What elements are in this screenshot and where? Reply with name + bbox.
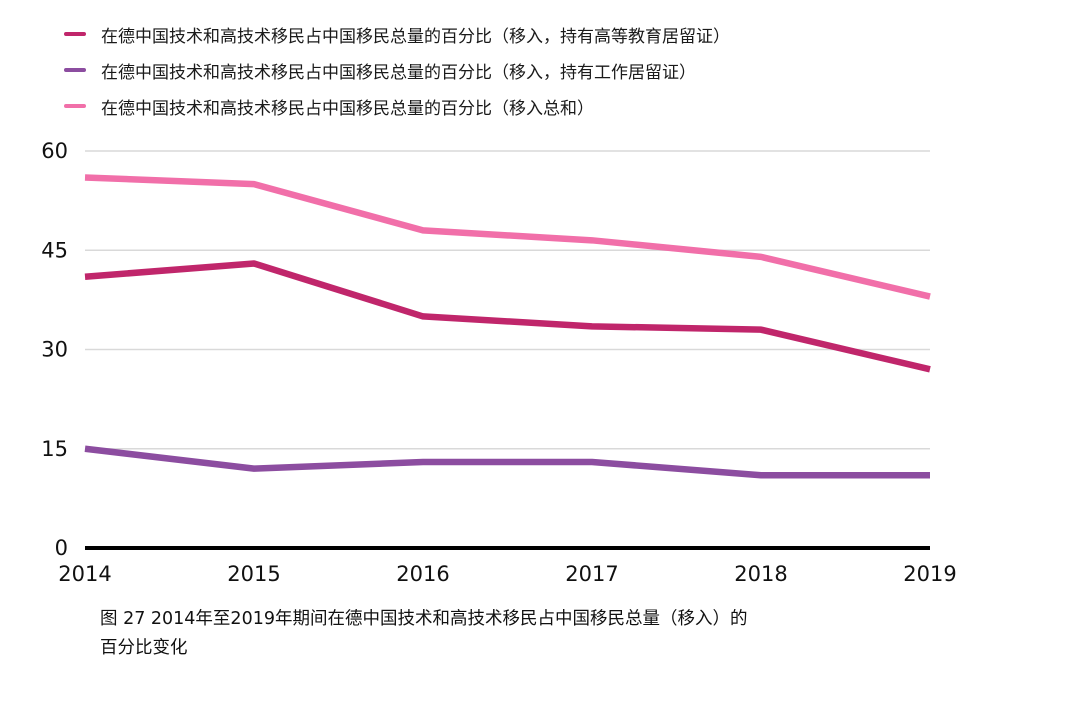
legend-swatch (64, 68, 86, 72)
y-tick-label: 30 (41, 338, 68, 362)
x-tick-label: 2014 (58, 562, 111, 586)
chart-caption: 图 27 2014年至2019年期间在德中国技术和高技术移民占中国移民总量（移入… (100, 609, 748, 658)
chart-canvas: 0 15 30 45 60 2014 2015 2016 2017 2018 2019 (41, 139, 956, 586)
legend-swatch (64, 32, 86, 36)
x-tick-label: 2017 (565, 562, 618, 586)
y-tick-label: 60 (41, 139, 68, 163)
legend-item-1: 在德中国技术和高技术移民占中国移民总量的百分比（移入，持有工作居留证） (64, 52, 1080, 88)
series-line-1 (84, 445, 930, 479)
legend-label: 在德中国技术和高技术移民占中国移民总量的百分比（移入，持有工作居留证） (101, 62, 696, 83)
x-tick-label: 2019 (903, 562, 956, 586)
y-tick-label: 0 (55, 536, 68, 560)
x-tick-label: 2018 (734, 562, 787, 586)
legend-swatch (64, 104, 86, 108)
legend-label: 在德中国技术和高技术移民占中国移民总量的百分比（移入总和） (101, 98, 594, 119)
legend-label: 在德中国技术和高技术移民占中国移民总量的百分比（移入，持有高等教育居留证） (101, 26, 730, 47)
x-tick-label: 2016 (396, 562, 449, 586)
line-chart: 0 15 30 45 60 2014 2015 2016 2017 2018 2019 (0, 126, 1080, 591)
legend: 在德中国技术和高技术移民占中国移民总量的百分比（移入，持有高等教育居留证） 在德中… (0, 0, 1080, 124)
y-tick-label: 45 (41, 238, 68, 262)
legend-item-0: 在德中国技术和高技术移民占中国移民总量的百分比（移入，持有高等教育居留证） (64, 16, 1080, 52)
series-line-0 (84, 260, 931, 373)
legend-item-2: 在德中国技术和高技术移民占中国移民总量的百分比（移入总和） (64, 88, 1080, 124)
series-line-2 (84, 174, 931, 300)
y-tick-label: 15 (41, 437, 68, 461)
x-tick-label: 2015 (227, 562, 280, 586)
